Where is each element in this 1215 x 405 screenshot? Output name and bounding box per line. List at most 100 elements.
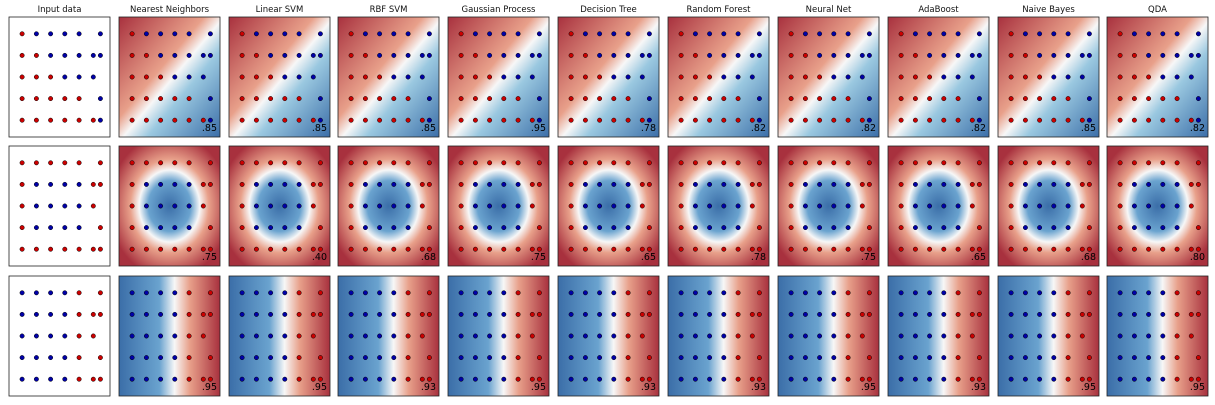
data-point xyxy=(1146,117,1152,123)
data-point xyxy=(362,376,368,382)
data-point xyxy=(362,203,368,209)
data-point xyxy=(1079,117,1085,123)
data-point xyxy=(912,74,918,80)
data-point xyxy=(1160,203,1166,209)
data-point xyxy=(1051,181,1057,187)
data-point xyxy=(756,96,762,102)
data-point xyxy=(749,74,755,80)
data-point xyxy=(487,246,493,252)
data-point xyxy=(802,311,808,317)
data-point xyxy=(721,355,727,361)
data-point xyxy=(253,333,259,339)
data-point xyxy=(405,311,411,317)
accuracy-score: .93 xyxy=(421,382,436,393)
panel-frame xyxy=(667,145,770,267)
data-point xyxy=(735,333,741,339)
data-point xyxy=(472,333,478,339)
classifier-panel: .68 xyxy=(997,145,1100,267)
data-point xyxy=(1117,203,1123,209)
data-point xyxy=(348,333,354,339)
data-point xyxy=(707,117,713,123)
panel-frame xyxy=(8,16,111,138)
data-point xyxy=(976,181,982,187)
data-point xyxy=(678,96,684,102)
data-point xyxy=(362,31,368,37)
data-point xyxy=(536,117,542,123)
data-point xyxy=(76,181,82,187)
data-point xyxy=(845,74,851,80)
panel-frame xyxy=(997,275,1100,397)
data-point xyxy=(969,117,975,123)
data-point xyxy=(802,376,808,382)
classifier-panel: .85 xyxy=(997,16,1100,138)
data-point xyxy=(310,246,316,252)
data-point xyxy=(941,311,947,317)
data-point xyxy=(19,203,25,209)
data-point xyxy=(200,376,206,382)
data-point xyxy=(377,290,383,296)
panel-frame xyxy=(228,16,331,138)
data-point xyxy=(1131,246,1137,252)
data-point xyxy=(976,225,982,231)
data-point xyxy=(941,160,947,166)
data-point xyxy=(646,117,652,123)
data-point xyxy=(172,376,178,382)
data-point xyxy=(969,246,975,252)
data-point xyxy=(582,117,588,123)
data-point xyxy=(859,181,865,187)
data-point xyxy=(582,31,588,37)
data-point xyxy=(735,31,741,37)
data-point xyxy=(1037,52,1043,58)
data-point xyxy=(1037,246,1043,252)
data-point xyxy=(831,96,837,102)
data-point xyxy=(1174,290,1180,296)
data-point xyxy=(788,333,794,339)
panel-frame xyxy=(557,275,660,397)
data-point xyxy=(426,290,432,296)
data-point xyxy=(1131,96,1137,102)
data-point xyxy=(788,203,794,209)
data-point xyxy=(625,117,631,123)
data-point xyxy=(597,376,603,382)
data-point xyxy=(172,31,178,37)
data-point xyxy=(1146,246,1152,252)
data-point xyxy=(501,290,507,296)
data-point xyxy=(515,225,521,231)
data-point xyxy=(186,117,192,123)
data-point xyxy=(1195,52,1201,58)
data-point xyxy=(362,117,368,123)
data-point xyxy=(362,74,368,80)
data-point xyxy=(253,376,259,382)
data-point xyxy=(721,31,727,37)
data-point xyxy=(625,246,631,252)
data-point xyxy=(487,355,493,361)
data-point xyxy=(186,96,192,102)
data-point xyxy=(362,311,368,317)
data-point xyxy=(1008,203,1014,209)
data-point xyxy=(866,246,872,252)
data-point xyxy=(239,376,245,382)
data-point xyxy=(735,203,741,209)
data-point xyxy=(976,246,982,252)
data-point xyxy=(487,160,493,166)
data-point xyxy=(788,311,794,317)
data-point xyxy=(749,246,755,252)
column-title: AdaBoost xyxy=(918,5,959,15)
data-point xyxy=(1022,96,1028,102)
data-point xyxy=(296,31,302,37)
data-point xyxy=(1188,181,1194,187)
data-point xyxy=(458,31,464,37)
data-point xyxy=(1022,355,1028,361)
data-point xyxy=(158,333,164,339)
data-point xyxy=(568,96,574,102)
data-point xyxy=(721,117,727,123)
data-point xyxy=(472,225,478,231)
data-point xyxy=(1051,333,1057,339)
data-point xyxy=(515,74,521,80)
data-point xyxy=(735,160,741,166)
data-point xyxy=(976,117,982,123)
data-point xyxy=(405,96,411,102)
data-point xyxy=(1117,355,1123,361)
data-point xyxy=(268,117,274,123)
panel-frame xyxy=(8,275,111,397)
